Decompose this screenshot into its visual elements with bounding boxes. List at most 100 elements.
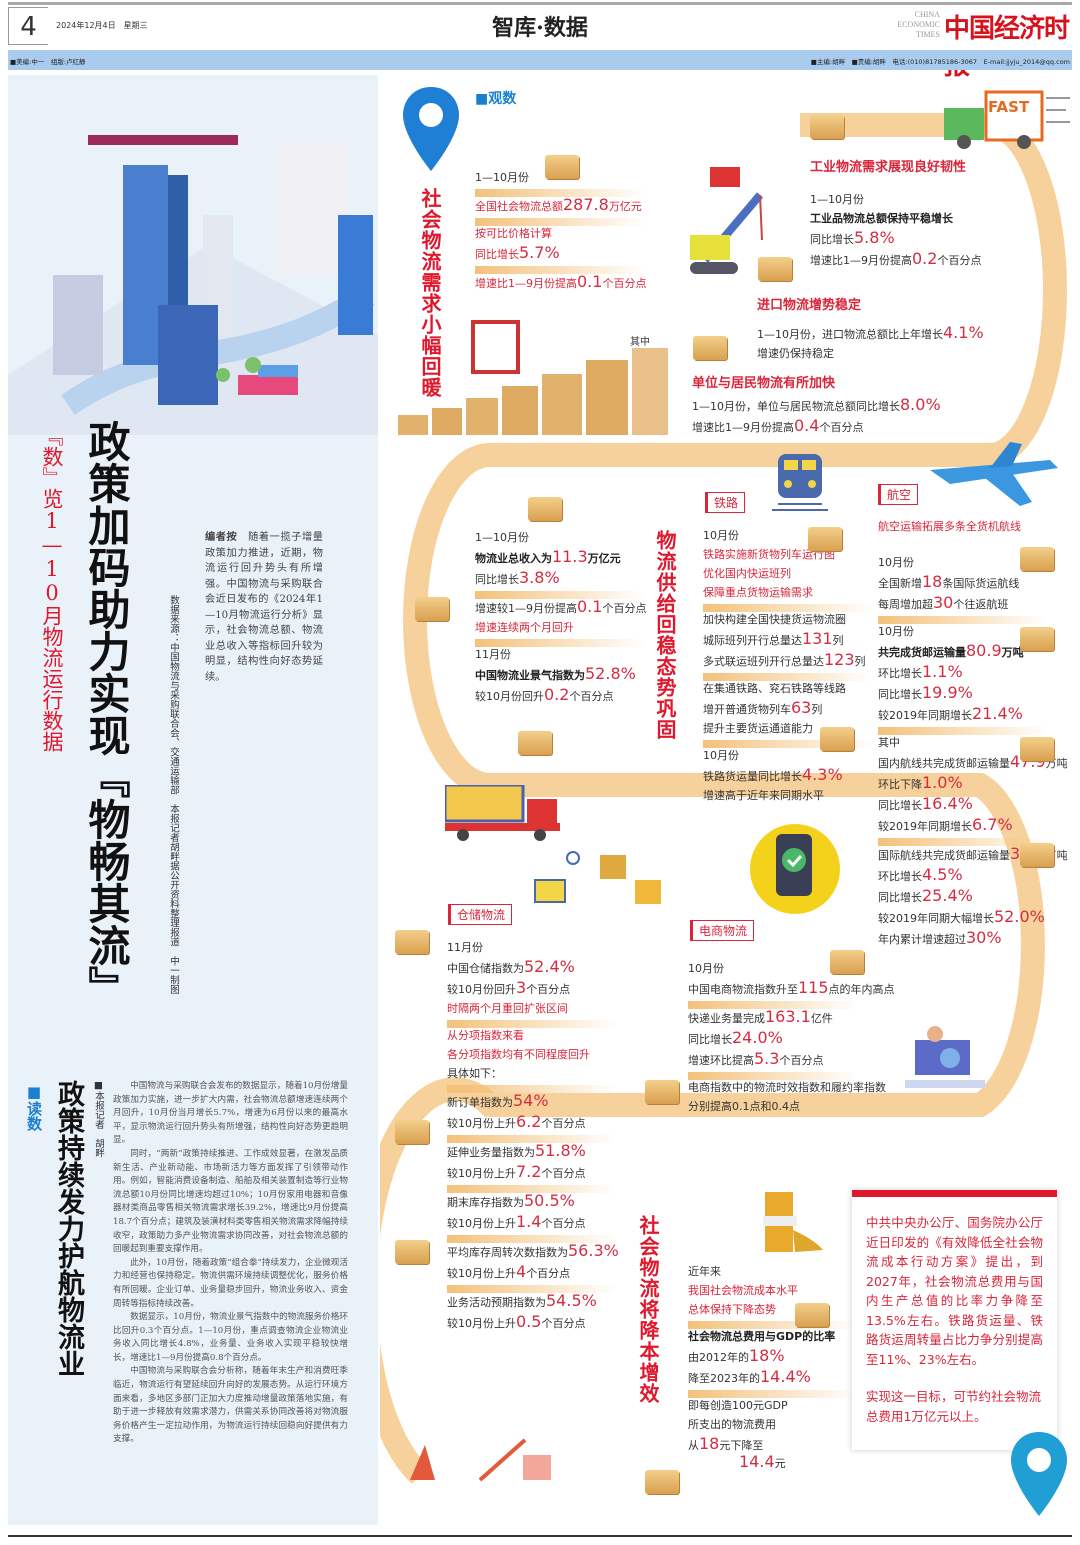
stat-line: 时隔两个月重回扩张区间 — [447, 999, 619, 1018]
stat-text: 环比下降 — [878, 778, 922, 791]
stat-text: 较10月份回升 — [447, 983, 516, 996]
supply-title: 物流供给回稳态势巩固 — [653, 530, 677, 740]
stat-text: 同比增长 — [878, 891, 922, 904]
stat-value: 19.9% — [922, 683, 973, 702]
stat-line: 同比增长24.0% — [688, 1028, 895, 1049]
stat-line: 较10月份上升7.2个百分点 — [447, 1162, 619, 1183]
cost-final-value: 14.4元 — [739, 1452, 786, 1474]
stat-line: 1—10月份 — [810, 190, 981, 209]
parcel-box-icon — [1020, 547, 1054, 571]
stat-value: 0.5 — [516, 1312, 542, 1331]
stat-unit: 个百分点 — [541, 1167, 586, 1180]
train-icon — [772, 454, 828, 511]
stat-text: 按可比价格计算 — [475, 227, 552, 240]
stat-line: 增速仍保持稳定 — [757, 344, 984, 363]
stat-text: 各分项指数均有不同程度回升 — [447, 1048, 590, 1061]
logo-english: CHINA ECONOMIC TIMES — [897, 10, 940, 39]
stat-text: 较2019年同期增长 — [878, 820, 972, 833]
stat-line: 增开普通货物列车63列 — [703, 698, 866, 719]
stat-text: 快递业务量完成 — [688, 1012, 765, 1025]
stat-line: 同比增长19.9% — [878, 683, 1068, 704]
stat-value: 4.1% — [943, 323, 984, 342]
stat-group: 加快构建全国快捷货运物流圈 城际班列开行总量达131列 多式联运班列开行总量达123… — [703, 604, 873, 671]
stat-group: 平均库存周转次数指数为56.3% 较10月份上升4个百分点 — [447, 1235, 619, 1283]
stat-unit: 个往返航班 — [953, 598, 1009, 611]
stat-group: 业务活动预期指数为54.5% 较10月份上升0.5个百分点 — [447, 1285, 619, 1333]
stat-unit: 列 — [811, 703, 823, 716]
stat-text: 我国社会物流成本水平 — [688, 1284, 798, 1297]
stat-text: 增速仍保持稳定 — [757, 347, 834, 360]
parcel-box-icon — [758, 257, 792, 281]
stat-value: 4.3% — [802, 765, 843, 784]
stat-line: 较10月份上升6.2个百分点 — [447, 1112, 619, 1133]
stat-unit: 个百分点 — [526, 983, 571, 996]
top-rule — [8, 2, 1072, 5]
stat-unit: 列 — [854, 655, 866, 668]
stat-value: 54% — [513, 1091, 549, 1110]
stat-value: 0.4 — [794, 416, 820, 435]
stat-unit: 个百分点 — [541, 1317, 586, 1330]
article-paragraph: 数据显示，10月份，物流业景气指数中的物流服务价格环比回升0.3个百分点。1—1… — [113, 1312, 348, 1363]
stat-line: 加快构建全国快捷货运物流圈 — [703, 610, 866, 629]
stat-text: 提升主要货运通道能力 — [703, 722, 813, 735]
stat-line: 期末库存指数为50.5% — [447, 1191, 619, 1212]
stat-value: 52.4% — [524, 957, 575, 976]
stat-line: 在集通铁路、兖石铁路等线路 — [703, 679, 866, 698]
stat-text: 全国新增 — [878, 577, 922, 590]
stat-value: 18 — [699, 1434, 720, 1453]
stat-unit: 个百分点 — [779, 1054, 824, 1067]
rail-lines: 10月份 铁路实施新货物列车运行图 优化国内快运班列 保障重点货物运输需求 加快构建全国… — [703, 526, 873, 813]
stat-group: 社会物流总费用与GDP的比率 由2012年的18% 降至2023年的14.4% — [688, 1321, 859, 1388]
airplane-icon — [930, 442, 1058, 506]
stat-text: 10月份 — [688, 962, 724, 975]
stat-line: 我国社会物流成本水平 — [688, 1281, 835, 1300]
stat-line: 同比增长25.4% — [878, 886, 1068, 907]
stat-text: 物流业总收入为 — [475, 552, 552, 565]
stat-line: 电商指数中的物流时效指数和履约率指数 — [688, 1078, 895, 1097]
stat-line: 所支出的物流费用 — [688, 1415, 835, 1434]
stat-line: 增速比1—9月份提高0.4个百分点 — [692, 416, 941, 437]
stat-line: 较2019年同期增长6.7% — [878, 815, 1068, 836]
stat-text: 增速较1—9月份提高 — [475, 602, 577, 615]
stat-line: 共完成货邮运输量80.9万吨 — [878, 641, 1068, 662]
credits-right: ■主编:胡畔 ■责编:胡畔 电话:(010)81785186-3067 E-ma… — [810, 58, 1070, 66]
stat-line: 具体如下： — [447, 1064, 619, 1083]
stat-value: 11.3 — [552, 547, 588, 566]
stat-text: 总体保持下降态势 — [688, 1303, 776, 1316]
phone-checkmark-icon — [750, 824, 840, 914]
issue-date: 2024年12月4日 星期三 — [56, 21, 148, 30]
stat-text: 期末库存指数为 — [447, 1196, 524, 1209]
stat-group: 延伸业务量指数为51.8% 较10月份上升7.2个百分点 — [447, 1135, 619, 1183]
stat-line: 多式联运班列开行总量达123列 — [703, 650, 866, 671]
article-body: 中国物流与采购联合会发布的数据显示，随着10月份增量政策加力实施，进一步扩大内需… — [113, 1080, 348, 1447]
credits-left: ■美编:中一 组版:卢红静 — [10, 58, 86, 66]
stat-value: 50.5% — [524, 1191, 575, 1210]
import-lines: 1—10月份，进口物流总额比上年增长4.1% 增速仍保持稳定 — [757, 323, 984, 371]
stat-text: 电商指数中的物流时效指数和履约率指数 — [688, 1081, 886, 1094]
stat-unit: 个百分点 — [541, 1117, 586, 1130]
stat-text: 平均库存周转次数指数为 — [447, 1246, 568, 1259]
section-title: 智库·数据 — [492, 15, 588, 41]
stat-line: 1—10月份 — [475, 168, 646, 187]
stat-value: 24.0% — [732, 1028, 783, 1047]
container-truck-icon — [445, 785, 560, 841]
analyst-desk-icon — [905, 1026, 985, 1088]
rising-boxes-illustration — [398, 320, 668, 435]
stat-group: 增速较1—9月份提高0.1个百分点 增速连续两个月回升 — [475, 591, 646, 637]
stat-group: 其中 国内航线共完成货邮运输量47.9万吨 环比下降1.0% 同比增长16.4% 较20… — [878, 727, 1068, 836]
stat-line: 中国物流业景气指数为52.8% — [475, 664, 646, 685]
parcel-box-icon — [528, 497, 562, 521]
stat-text: 具体如下： — [447, 1067, 502, 1080]
stat-text: 其中 — [878, 736, 900, 749]
stat-text: 增速高于近年来同期水平 — [703, 789, 824, 802]
stat-group: 10月份 铁路货运量同比增长4.3% 增速高于近年来同期水平 — [703, 740, 873, 805]
stat-text: 较10月份上升 — [447, 1117, 516, 1130]
stat-value: 8.0% — [900, 395, 941, 414]
newspaper-logo: 中国经济时报 — [944, 14, 1070, 81]
stat-group: 快递业务量完成163.1亿件 同比增长24.0% 增速环比提高5.3个百分点 — [688, 1001, 895, 1070]
industrial-lines: 1—10月份 工业品物流总额保持平稳增长 同比增长5.8% 增速比1—9月份提高0.2… — [810, 190, 981, 278]
tag-rail: 铁路 — [705, 492, 746, 513]
stat-line: 城际班列开行总量达131列 — [703, 629, 866, 650]
stat-value: 0.2 — [544, 685, 570, 704]
stat-value: 123 — [824, 650, 855, 669]
